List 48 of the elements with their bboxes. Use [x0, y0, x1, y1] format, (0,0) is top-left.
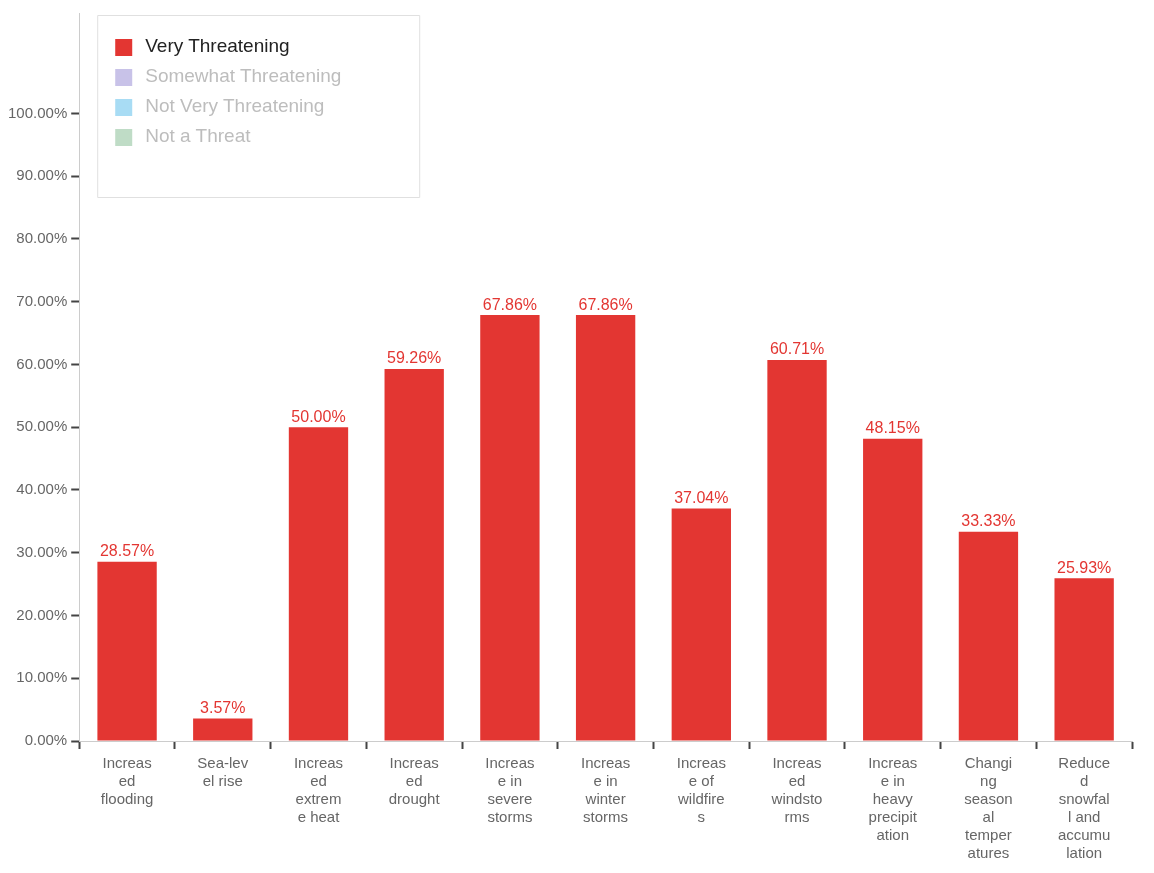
y-tick-label: 40.00%	[16, 480, 68, 498]
bar	[288, 427, 349, 741]
bar	[1054, 578, 1114, 741]
legend-label: Not Very Threatening	[145, 95, 325, 117]
data-label: 3.57%	[200, 699, 246, 716]
x-tick-label: Sea-level rise	[197, 754, 249, 790]
y-tick-label: 90.00%	[16, 166, 68, 184]
bar	[767, 359, 827, 741]
legend-label: Not a Threat	[145, 125, 252, 147]
x-tick-label: Increased windstorms	[770, 754, 823, 826]
data-label: 67.86%	[482, 295, 538, 313]
x-tick-label: Increased extreme heat	[293, 754, 344, 826]
data-label: 67.86%	[578, 295, 633, 313]
data-label: 59.26%	[387, 349, 442, 367]
bar	[575, 315, 636, 741]
x-tick-label: Increase in winter storms	[581, 754, 631, 826]
y-tick-label: 20.00%	[16, 605, 68, 623]
y-tick-label: 30.00%	[16, 542, 68, 560]
data-label: 25.93%	[1057, 558, 1112, 576]
data-label: 33.33%	[961, 512, 1016, 530]
x-tick-label: Increase in heavy precipitation	[868, 754, 918, 844]
legend-label: Somewhat Threatening	[145, 65, 342, 87]
y-tick-label: 100.00%	[8, 103, 68, 121]
bar	[384, 369, 444, 741]
data-label: 50.00%	[291, 407, 346, 425]
x-tick-label: Reduced snowfall and accumulation	[1057, 754, 1111, 862]
x-tick-label: Changing seasonal temperatures	[964, 754, 1013, 862]
y-tick-label: 60.00%	[16, 354, 68, 372]
bar	[958, 531, 1019, 741]
y-tick-label: 0.00%	[24, 731, 68, 749]
bar	[193, 718, 253, 741]
data-label: 48.15%	[865, 419, 920, 437]
bar	[97, 561, 157, 741]
bar	[671, 508, 731, 741]
x-tick-label: Increased drought	[388, 754, 441, 808]
y-tick-label: 80.00%	[16, 229, 68, 247]
data-label: 37.04%	[674, 488, 729, 506]
bar	[863, 438, 923, 741]
x-tick-label: Increase of wildfires	[676, 754, 726, 826]
bar	[480, 315, 540, 741]
y-tick-label: 10.00%	[16, 668, 68, 686]
data-label: 60.71%	[769, 340, 825, 358]
x-tick-label: Increase in severe storms	[485, 754, 535, 826]
y-tick-label: 70.00%	[16, 291, 68, 309]
data-label: 28.57%	[99, 542, 155, 560]
y-tick-label: 50.00%	[16, 417, 68, 435]
legend-label: Very Threatening	[145, 35, 290, 57]
x-tick-label: Increased flooding	[100, 754, 154, 808]
